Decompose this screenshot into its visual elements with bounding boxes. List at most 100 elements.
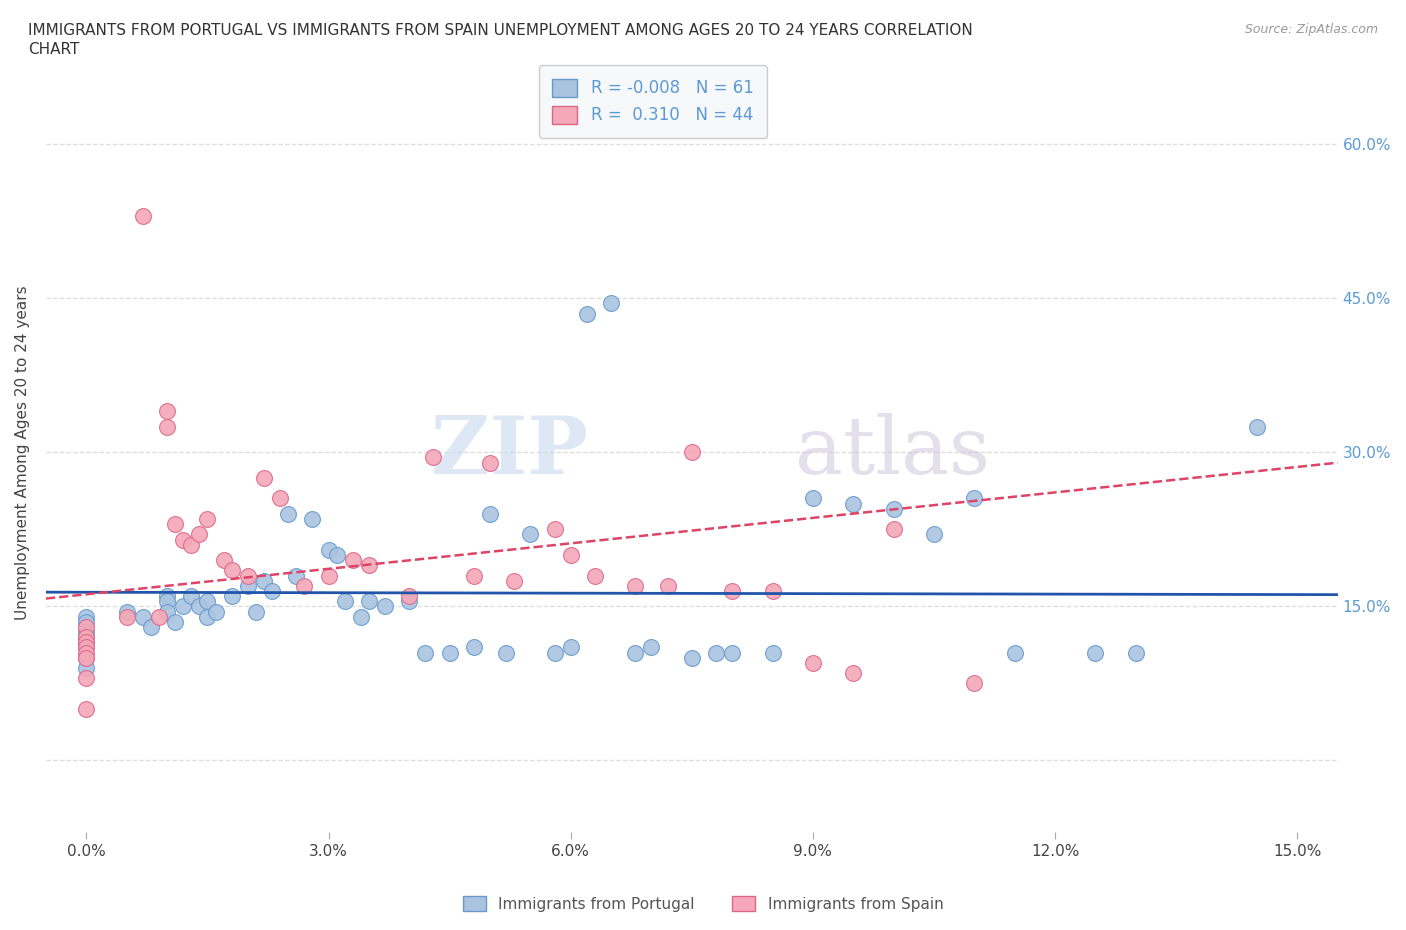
Point xyxy=(236,568,259,583)
Point xyxy=(75,701,97,716)
Point xyxy=(180,589,202,604)
Point xyxy=(721,583,744,598)
Point xyxy=(624,645,647,660)
Point xyxy=(148,609,170,624)
Point xyxy=(704,645,727,660)
Text: IMMIGRANTS FROM PORTUGAL VS IMMIGRANTS FROM SPAIN UNEMPLOYMENT AMONG AGES 20 TO : IMMIGRANTS FROM PORTUGAL VS IMMIGRANTS F… xyxy=(28,23,973,38)
Point xyxy=(357,593,380,608)
Point xyxy=(560,640,582,655)
Point xyxy=(318,542,340,557)
Point xyxy=(422,450,444,465)
Point xyxy=(115,604,138,619)
Point xyxy=(75,645,97,660)
Point xyxy=(495,645,517,660)
Point xyxy=(260,583,283,598)
Point xyxy=(75,640,97,655)
Point xyxy=(583,568,606,583)
Text: ZIP: ZIP xyxy=(432,413,589,491)
Point xyxy=(681,445,703,459)
Point xyxy=(624,578,647,593)
Point xyxy=(761,583,783,598)
Point xyxy=(139,619,162,634)
Point xyxy=(721,645,744,660)
Point xyxy=(245,604,267,619)
Point xyxy=(204,604,226,619)
Point xyxy=(801,656,824,671)
Point xyxy=(301,512,323,526)
Point xyxy=(253,573,276,588)
Point xyxy=(212,552,235,567)
Point xyxy=(318,568,340,583)
Point xyxy=(519,527,541,542)
Point xyxy=(172,599,194,614)
Point xyxy=(197,512,219,526)
Point xyxy=(1125,645,1147,660)
Point xyxy=(156,589,179,604)
Point xyxy=(269,491,291,506)
Point xyxy=(197,609,219,624)
Point xyxy=(75,650,97,665)
Point xyxy=(75,630,97,644)
Point xyxy=(333,593,356,608)
Point xyxy=(165,517,187,532)
Legend: R = -0.008   N = 61, R =  0.310   N = 44: R = -0.008 N = 61, R = 0.310 N = 44 xyxy=(538,65,768,138)
Point xyxy=(478,455,501,470)
Point xyxy=(761,645,783,660)
Point xyxy=(350,609,373,624)
Point xyxy=(75,615,97,630)
Point xyxy=(156,593,179,608)
Point xyxy=(115,609,138,624)
Point xyxy=(600,296,623,311)
Point xyxy=(575,306,598,321)
Point xyxy=(165,615,187,630)
Point xyxy=(188,527,211,542)
Point xyxy=(172,532,194,547)
Point xyxy=(801,491,824,506)
Point xyxy=(503,573,526,588)
Point xyxy=(253,471,276,485)
Point xyxy=(75,625,97,640)
Point xyxy=(883,501,905,516)
Point xyxy=(75,640,97,655)
Point xyxy=(657,578,679,593)
Y-axis label: Unemployment Among Ages 20 to 24 years: Unemployment Among Ages 20 to 24 years xyxy=(15,285,30,619)
Text: atlas: atlas xyxy=(796,413,990,491)
Point xyxy=(640,640,662,655)
Point xyxy=(75,635,97,650)
Point xyxy=(543,645,565,660)
Point xyxy=(374,599,396,614)
Point xyxy=(132,208,155,223)
Point xyxy=(277,507,299,522)
Point xyxy=(398,593,420,608)
Point xyxy=(75,660,97,675)
Point xyxy=(463,568,485,583)
Point xyxy=(292,578,315,593)
Point xyxy=(439,645,461,660)
Point xyxy=(1246,419,1268,434)
Point xyxy=(963,491,986,506)
Point xyxy=(75,635,97,650)
Point xyxy=(560,548,582,563)
Point xyxy=(221,589,243,604)
Point xyxy=(963,676,986,691)
Point xyxy=(75,671,97,685)
Point xyxy=(463,640,485,655)
Point xyxy=(132,609,155,624)
Text: CHART: CHART xyxy=(28,42,80,57)
Point xyxy=(180,538,202,552)
Point xyxy=(357,558,380,573)
Point xyxy=(842,497,865,512)
Point xyxy=(156,419,179,434)
Point xyxy=(922,527,945,542)
Point xyxy=(188,599,211,614)
Point xyxy=(1084,645,1107,660)
Point xyxy=(197,593,219,608)
Point xyxy=(75,619,97,634)
Point xyxy=(478,507,501,522)
Legend: Immigrants from Portugal, Immigrants from Spain: Immigrants from Portugal, Immigrants fro… xyxy=(457,889,949,918)
Point xyxy=(75,650,97,665)
Point xyxy=(285,568,308,583)
Point xyxy=(398,589,420,604)
Point xyxy=(681,650,703,665)
Point xyxy=(543,522,565,537)
